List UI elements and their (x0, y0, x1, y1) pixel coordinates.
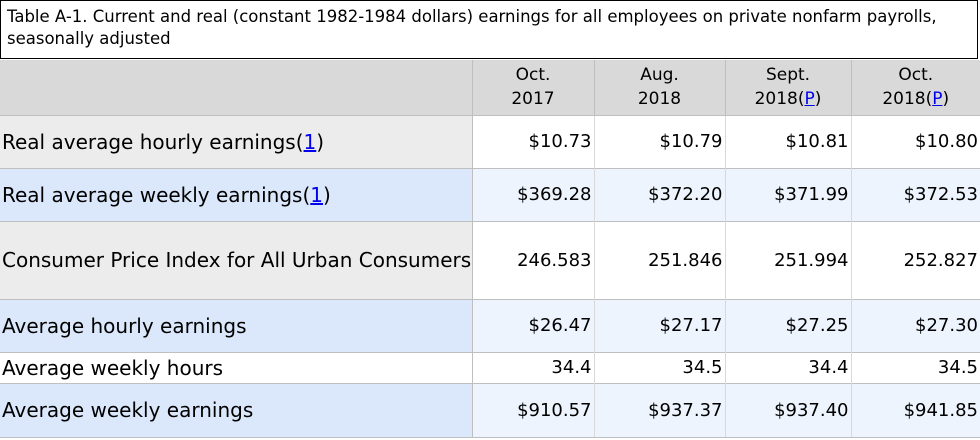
row-label: Average weekly hours (0, 351, 473, 383)
table-cell: $941.85 (851, 382, 980, 438)
column-header-month: Oct. (898, 65, 934, 86)
table-cell: 251.846 (594, 220, 726, 299)
paren-close: ) (316, 129, 325, 154)
table-cell: 34.5 (594, 351, 726, 383)
table-cell: $371.99 (725, 167, 852, 221)
paren-close: ) (814, 89, 822, 110)
column-header-oct-2017: Oct. 2017 (472, 60, 595, 115)
column-header-month: Sept. (765, 65, 811, 86)
paren-close: ) (323, 182, 331, 207)
table-cell: $10.73 (472, 114, 595, 168)
table-cell: $27.30 (851, 298, 980, 352)
column-header-year: 2017 (511, 89, 555, 110)
table-cell: 34.4 (725, 351, 852, 383)
table-caption: Table A-1. Current and real (constant 19… (0, 0, 978, 59)
column-header-year: 2018( (882, 89, 933, 110)
row-label: Real average hourly earnings(1) (0, 114, 473, 168)
table-cell: $27.25 (725, 298, 852, 352)
preliminary-footnote-link[interactable]: P (932, 89, 943, 110)
column-header-sept-2018: Sept. 2018(P) (725, 60, 852, 115)
table-cell: 252.827 (851, 220, 980, 299)
caption-line-2: seasonally adjusted (7, 29, 171, 48)
table-cell: $27.17 (594, 298, 726, 352)
footnote-1-link[interactable]: 1 (303, 129, 317, 154)
column-header-year: 2018( (754, 89, 805, 110)
table-row-real-weekly-earnings: Real average weekly earnings(1) $369.28 … (0, 167, 980, 221)
column-header-year: 2018 (637, 89, 682, 110)
header-row: Oct. 2017 Aug. 2018 Sept. 2018(P) Oct. 2… (0, 60, 980, 115)
row-label-text: Real average hourly earnings( (2, 129, 304, 154)
column-header-month: Oct. (515, 65, 551, 86)
table-cell: 251.994 (725, 220, 852, 299)
table-row-avg-hourly-earnings: Average hourly earnings $26.47 $27.17 $2… (0, 298, 980, 352)
footnote-1-link[interactable]: 1 (310, 182, 323, 207)
preliminary-footnote-link[interactable]: P (804, 89, 815, 110)
column-header-oct-2018: Oct. 2018(P) (851, 60, 980, 115)
table-cell: $372.20 (594, 167, 726, 221)
table-cell: $372.53 (851, 167, 980, 221)
table-cell: $10.79 (594, 114, 726, 168)
row-label-text: Real average weekly earnings( (2, 182, 311, 207)
column-header-month: Aug. (640, 65, 679, 86)
column-header-aug-2018: Aug. 2018 (594, 60, 726, 115)
row-label: Real average weekly earnings(1) (0, 167, 473, 221)
table-cell: $10.80 (851, 114, 980, 168)
table-cell: 246.583 (472, 220, 595, 299)
table-cell: $910.57 (472, 382, 595, 438)
table-cell: 34.5 (851, 351, 980, 383)
table-cell: 34.4 (472, 351, 595, 383)
earnings-table: Oct. 2017 Aug. 2018 Sept. 2018(P) Oct. 2… (0, 60, 980, 438)
row-label: Average hourly earnings (0, 298, 473, 352)
table-row-avg-weekly-hours: Average weekly hours 34.4 34.5 34.4 34.5 (0, 351, 980, 383)
table-row-real-hourly-earnings: Real average hourly earnings(1) $10.73 $… (0, 114, 980, 168)
table-cell: $10.81 (725, 114, 852, 168)
caption-line-1: Table A-1. Current and real (constant 19… (7, 7, 937, 26)
table-row-cpi: Consumer Price Index for All Urban Consu… (0, 220, 980, 299)
table-cell: $369.28 (472, 167, 595, 221)
paren-close: ) (942, 89, 950, 110)
table-cell: $26.47 (472, 298, 595, 352)
row-label: Average weekly earnings (0, 382, 473, 438)
row-label: Consumer Price Index for All Urban Consu… (0, 220, 473, 299)
table-cell: $937.40 (725, 382, 852, 438)
table-row-avg-weekly-earnings: Average weekly earnings $910.57 $937.37 … (0, 382, 980, 438)
header-stub (0, 60, 473, 115)
table-cell: $937.37 (594, 382, 726, 438)
